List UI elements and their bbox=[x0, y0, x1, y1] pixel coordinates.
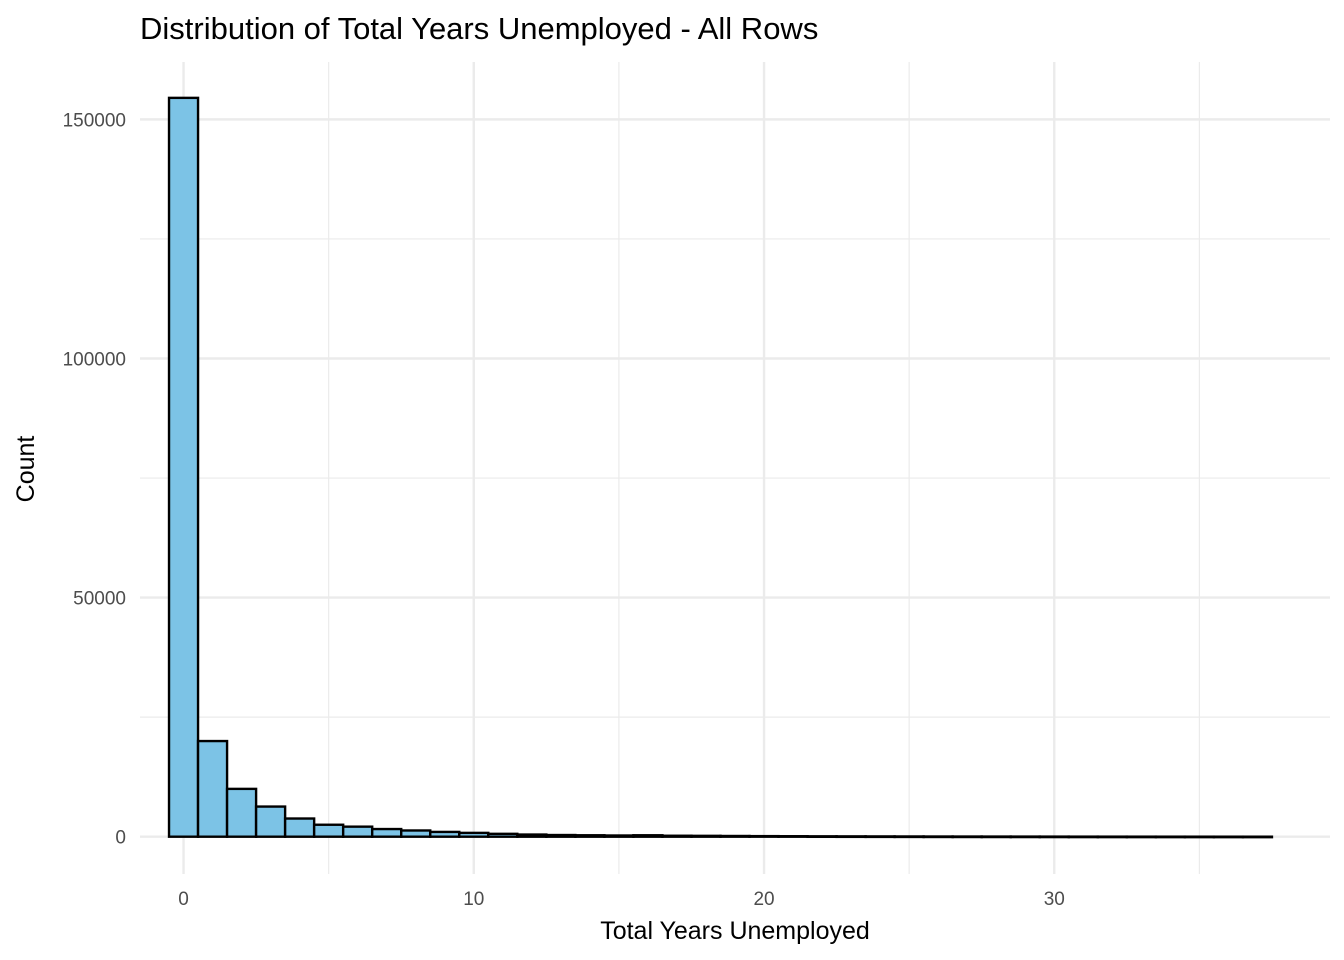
x-tick-label: 0 bbox=[178, 889, 189, 910]
histogram-bar bbox=[429, 830, 461, 838]
y-tick-label: 100000 bbox=[63, 349, 126, 370]
histogram-bar bbox=[312, 823, 345, 838]
histogram-bar bbox=[516, 833, 548, 838]
histogram-bar bbox=[167, 96, 200, 838]
histogram-bar bbox=[458, 831, 490, 838]
histogram-bar bbox=[951, 835, 983, 839]
histogram-bar bbox=[603, 834, 635, 838]
histogram-bar bbox=[1125, 835, 1158, 839]
histogram-bar bbox=[400, 829, 432, 838]
histogram-bar bbox=[661, 834, 693, 838]
histogram-bar bbox=[893, 835, 925, 839]
histogram-bar bbox=[1096, 835, 1129, 839]
histogram-bar bbox=[690, 834, 722, 838]
histogram-bar bbox=[341, 825, 374, 838]
x-axis-ticks: 0 10 20 30 bbox=[178, 889, 1065, 910]
histogram-bar bbox=[1241, 835, 1274, 839]
grid bbox=[140, 62, 1330, 874]
histogram-bar bbox=[632, 834, 664, 838]
histogram-bar bbox=[1212, 835, 1245, 839]
x-tick-label: 10 bbox=[463, 889, 484, 910]
histogram-bar bbox=[922, 835, 954, 839]
histogram-bar bbox=[835, 835, 867, 839]
histogram-bar bbox=[1183, 835, 1216, 839]
histogram-bar bbox=[980, 835, 1012, 839]
histogram-bar bbox=[574, 834, 606, 838]
histogram-bar bbox=[196, 739, 229, 838]
histogram-bar bbox=[225, 787, 258, 838]
chart-title: Distribution of Total Years Unemployed -… bbox=[140, 11, 818, 46]
y-axis-ticks: 0 50000 100000 150000 bbox=[63, 110, 126, 848]
y-tick-label: 0 bbox=[115, 828, 126, 849]
histogram-bar bbox=[254, 805, 287, 838]
histogram-bar bbox=[370, 827, 403, 838]
histogram-bar bbox=[1154, 835, 1187, 839]
histogram-bar bbox=[777, 835, 809, 838]
histogram-bar bbox=[864, 835, 896, 839]
histogram-bar bbox=[806, 835, 838, 839]
histogram-bar bbox=[487, 832, 519, 838]
x-tick-label: 20 bbox=[753, 889, 774, 910]
histogram-bar bbox=[1067, 835, 1100, 839]
bars bbox=[167, 96, 1274, 839]
y-axis-title: Count bbox=[12, 436, 40, 503]
y-tick-label: 150000 bbox=[63, 110, 126, 131]
x-tick-label: 30 bbox=[1044, 889, 1065, 910]
histogram-bar bbox=[719, 834, 751, 838]
histogram-bar bbox=[748, 834, 780, 838]
y-tick-label: 50000 bbox=[73, 589, 126, 610]
x-axis-title: Total Years Unemployed bbox=[600, 917, 870, 945]
histogram-bar bbox=[1038, 835, 1070, 839]
histogram-bar bbox=[283, 817, 316, 838]
histogram-bar bbox=[545, 833, 577, 838]
histogram-bar bbox=[1009, 835, 1041, 839]
